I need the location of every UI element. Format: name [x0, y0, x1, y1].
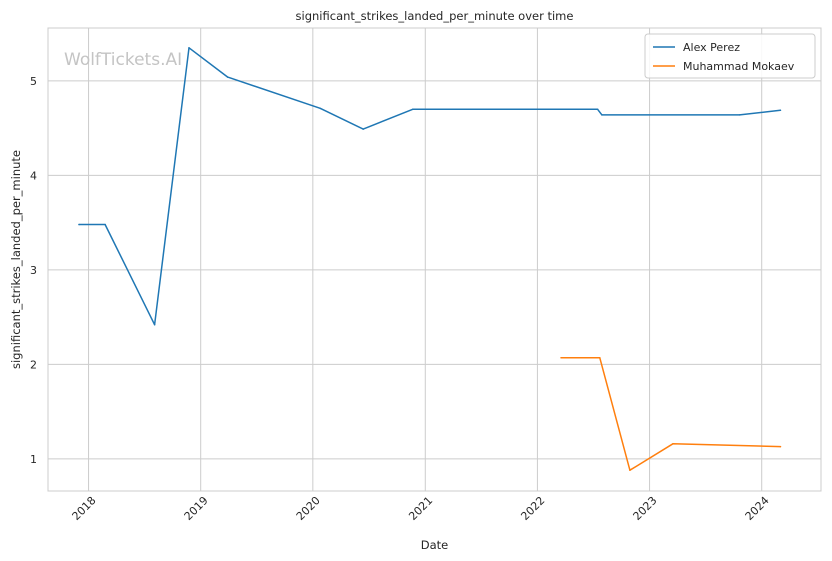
- data-point: [78, 223, 80, 226]
- data-point: [672, 443, 674, 445]
- data-point: [153, 323, 156, 326]
- x-axis-title: Date: [421, 538, 449, 552]
- x-tick-label: 2024: [743, 494, 772, 523]
- data-point: [596, 108, 599, 111]
- plot-frame: [47, 27, 822, 492]
- data-point: [319, 107, 321, 110]
- y-tick-label: 5: [30, 75, 37, 88]
- series-line: [78, 47, 782, 326]
- x-tick-label: 2022: [518, 494, 547, 523]
- y-axis-title: significant_strikes_landed_per_minute: [9, 150, 23, 369]
- data-point: [779, 109, 782, 111]
- plot-background: [48, 28, 821, 491]
- series-layer: [78, 47, 782, 471]
- data-point: [779, 445, 782, 448]
- y-tick-label: 2: [30, 358, 37, 371]
- data-point: [599, 357, 601, 359]
- data-point: [601, 114, 603, 116]
- data-point: [104, 223, 106, 226]
- x-tick-labels: 2018 2019 2020 2021 2022 2023 2024: [70, 494, 772, 523]
- x-tick-label: 2021: [406, 494, 435, 523]
- x-tick-label: 2018: [70, 494, 99, 523]
- x-tick-label: 2023: [631, 494, 660, 523]
- x-tick-label: 2020: [294, 494, 323, 523]
- data-point: [188, 47, 190, 49]
- data-point: [226, 76, 229, 78]
- legend-label: Alex Perez: [683, 41, 740, 54]
- y-tick-labels: 1 2 3 4 5: [30, 75, 37, 466]
- series-alex-perez: [78, 47, 782, 326]
- series-muhammad-mokaev: [560, 357, 782, 471]
- data-point: [411, 108, 414, 111]
- y-tick-label: 4: [30, 169, 37, 182]
- data-point: [738, 114, 741, 116]
- data-point: [560, 357, 562, 359]
- plot-area: WolfTickets.AI: [47, 27, 822, 492]
- legend-box: [644, 33, 816, 79]
- chart-title: significant_strikes_landed_per_minute ov…: [296, 9, 574, 23]
- y-tick-label: 1: [30, 453, 37, 466]
- x-tick-label: 2019: [182, 494, 211, 523]
- y-tick-label: 3: [30, 264, 37, 277]
- legend: Alex Perez Muhammad Mokaev: [644, 33, 816, 79]
- y-gridlines: [48, 80, 821, 460]
- legend-label: Muhammad Mokaev: [683, 60, 795, 73]
- data-point: [362, 128, 364, 130]
- data-point: [629, 469, 631, 471]
- watermark: WolfTickets.AI: [64, 50, 182, 70]
